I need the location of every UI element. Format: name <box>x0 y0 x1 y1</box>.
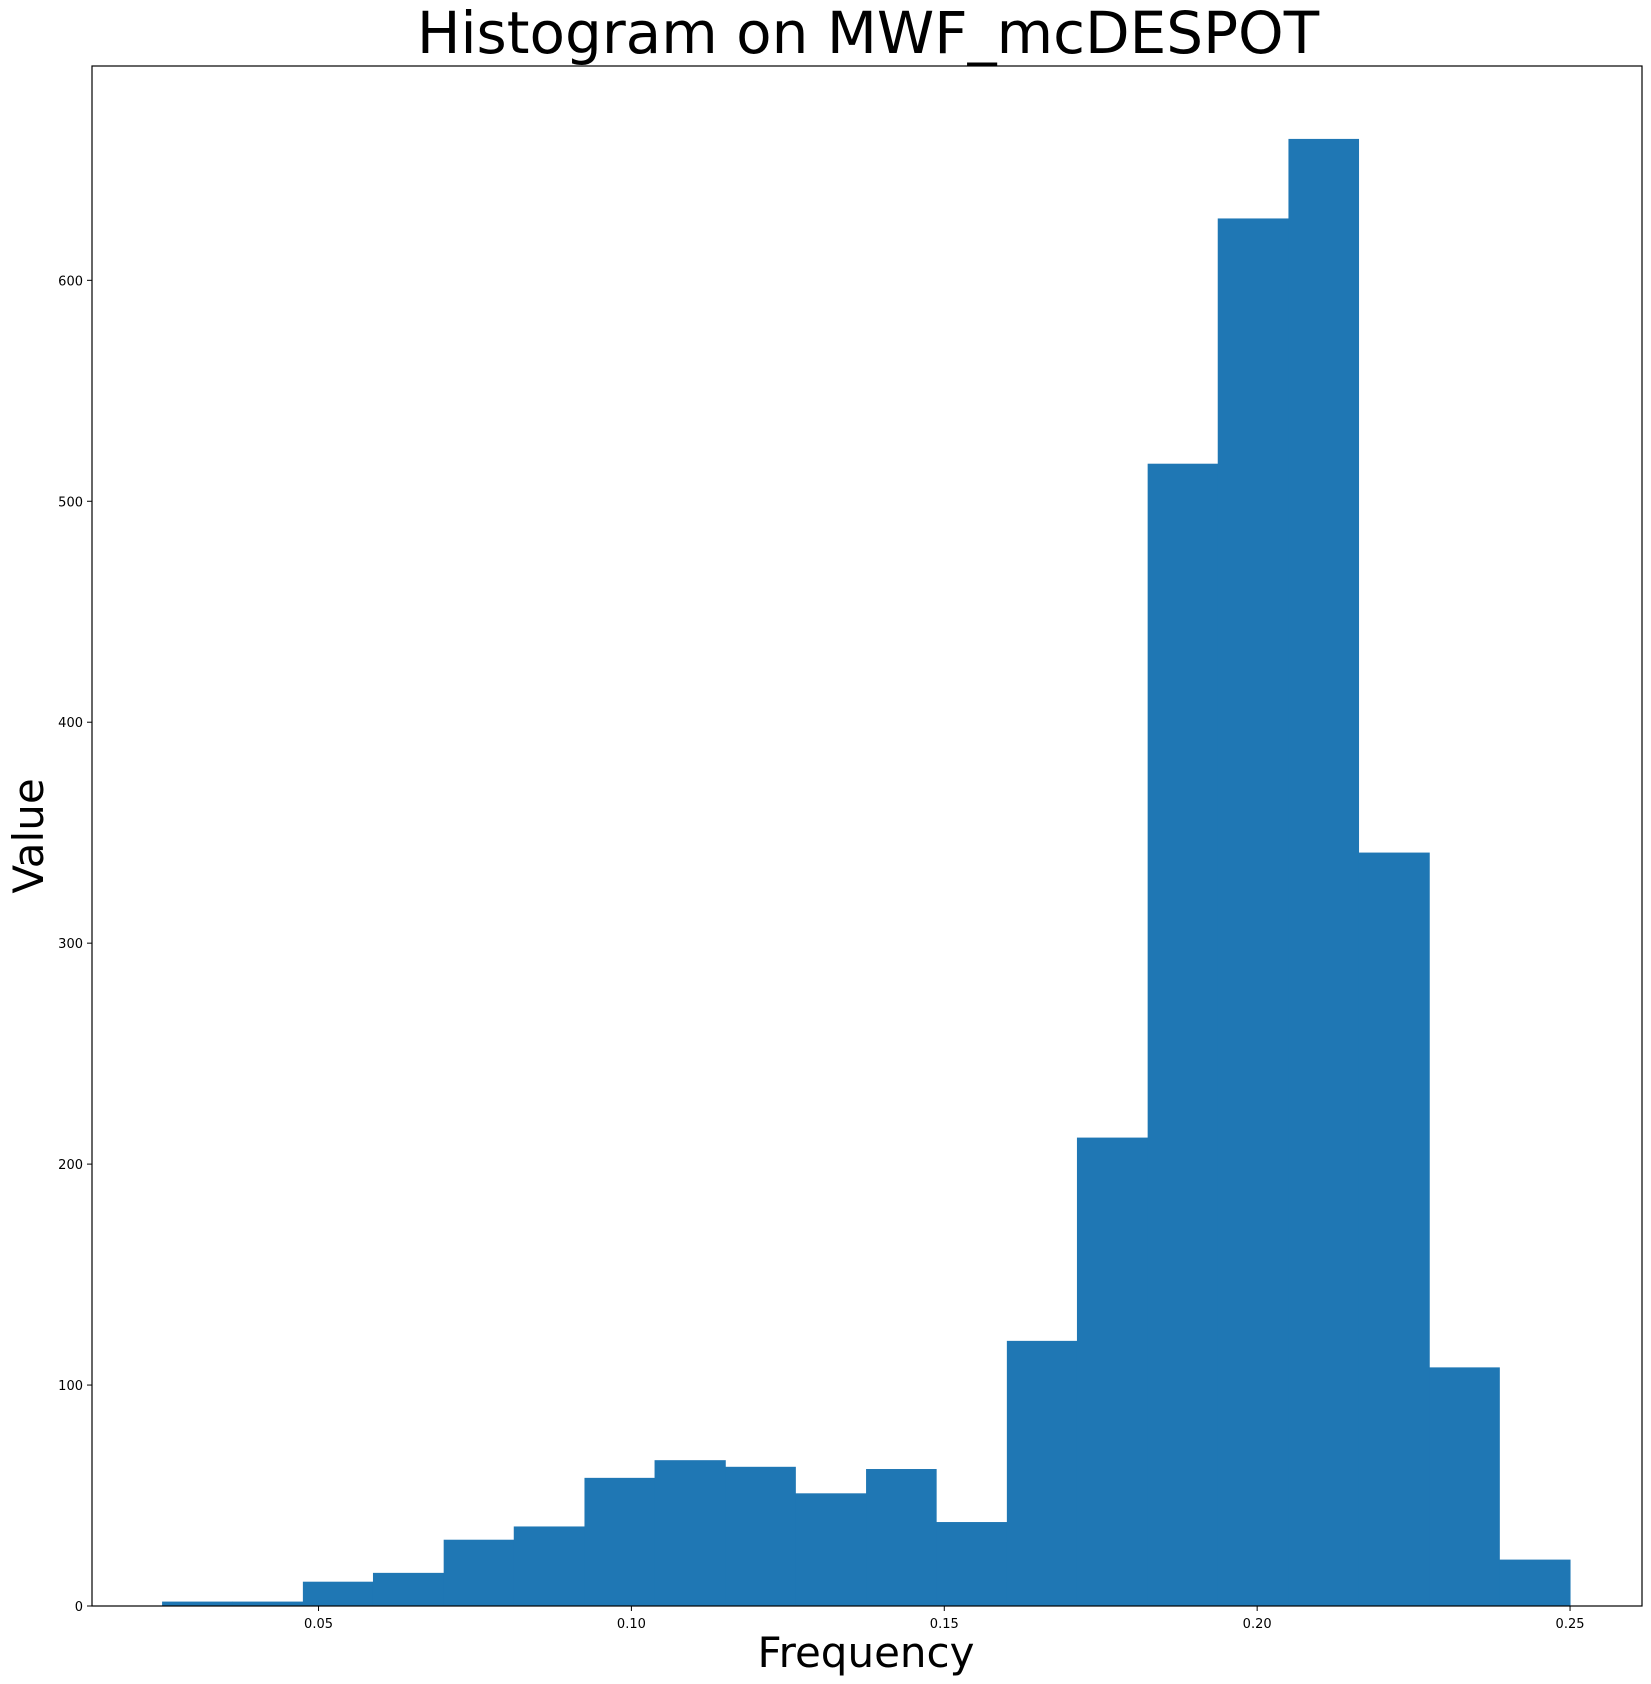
y-tick-label-4: 400 <box>58 716 83 731</box>
histogram-bar-16 <box>1288 138 1360 1606</box>
histogram-bar-17 <box>1358 852 1430 1606</box>
histogram-bar-6 <box>584 1477 656 1606</box>
histogram-bar-19 <box>1499 1559 1571 1606</box>
histogram-bar-8 <box>725 1466 796 1606</box>
x-tick-label-2: 0.15 <box>930 1617 959 1632</box>
y-axis-ticks: 0 100 200 300 400 500 600 <box>58 274 92 1615</box>
bars-group <box>162 138 1571 1606</box>
x-tick-label-3: 0.20 <box>1243 1617 1272 1632</box>
x-tick-label-4: 0.25 <box>1556 1617 1585 1632</box>
histogram-bar-15 <box>1217 218 1289 1606</box>
x-tick-label-0: 0.05 <box>304 1617 333 1632</box>
histogram-bar-11 <box>936 1522 1008 1606</box>
histogram-bar-7 <box>654 1460 726 1606</box>
y-tick-label-1: 100 <box>58 1379 83 1394</box>
histogram-bar-4 <box>443 1539 515 1606</box>
y-tick-label-6: 600 <box>58 274 83 289</box>
histogram-bar-10 <box>866 1469 937 1606</box>
y-tick-label-0: 0 <box>75 1600 83 1615</box>
plot-frame <box>91 65 1643 1607</box>
y-tick-label-2: 200 <box>58 1158 83 1173</box>
y-tick-label-5: 500 <box>58 495 83 510</box>
x-tick-label-1: 0.10 <box>617 1617 646 1632</box>
histogram-bar-9 <box>795 1493 867 1606</box>
x-axis-ticks: 0.05 0.10 0.15 0.20 0.25 <box>304 1606 1585 1632</box>
y-axis-label: Value <box>4 778 53 893</box>
histogram-bar-2 <box>302 1581 374 1606</box>
chart-title: Histogram on MWF_mcDESPOT <box>417 0 1320 67</box>
histogram-bar-14 <box>1147 463 1219 1606</box>
histogram-bar-1 <box>232 1601 304 1606</box>
x-axis-label: Frequency <box>758 1628 975 1677</box>
histogram-bar-0 <box>162 1601 233 1606</box>
histogram-bar-12 <box>1006 1340 1078 1606</box>
y-tick-label-3: 300 <box>58 937 83 952</box>
histogram-bar-3 <box>372 1572 445 1606</box>
histogram-bar-18 <box>1429 1367 1500 1606</box>
histogram-bar-13 <box>1076 1137 1149 1606</box>
histogram-bar-5 <box>513 1526 585 1606</box>
